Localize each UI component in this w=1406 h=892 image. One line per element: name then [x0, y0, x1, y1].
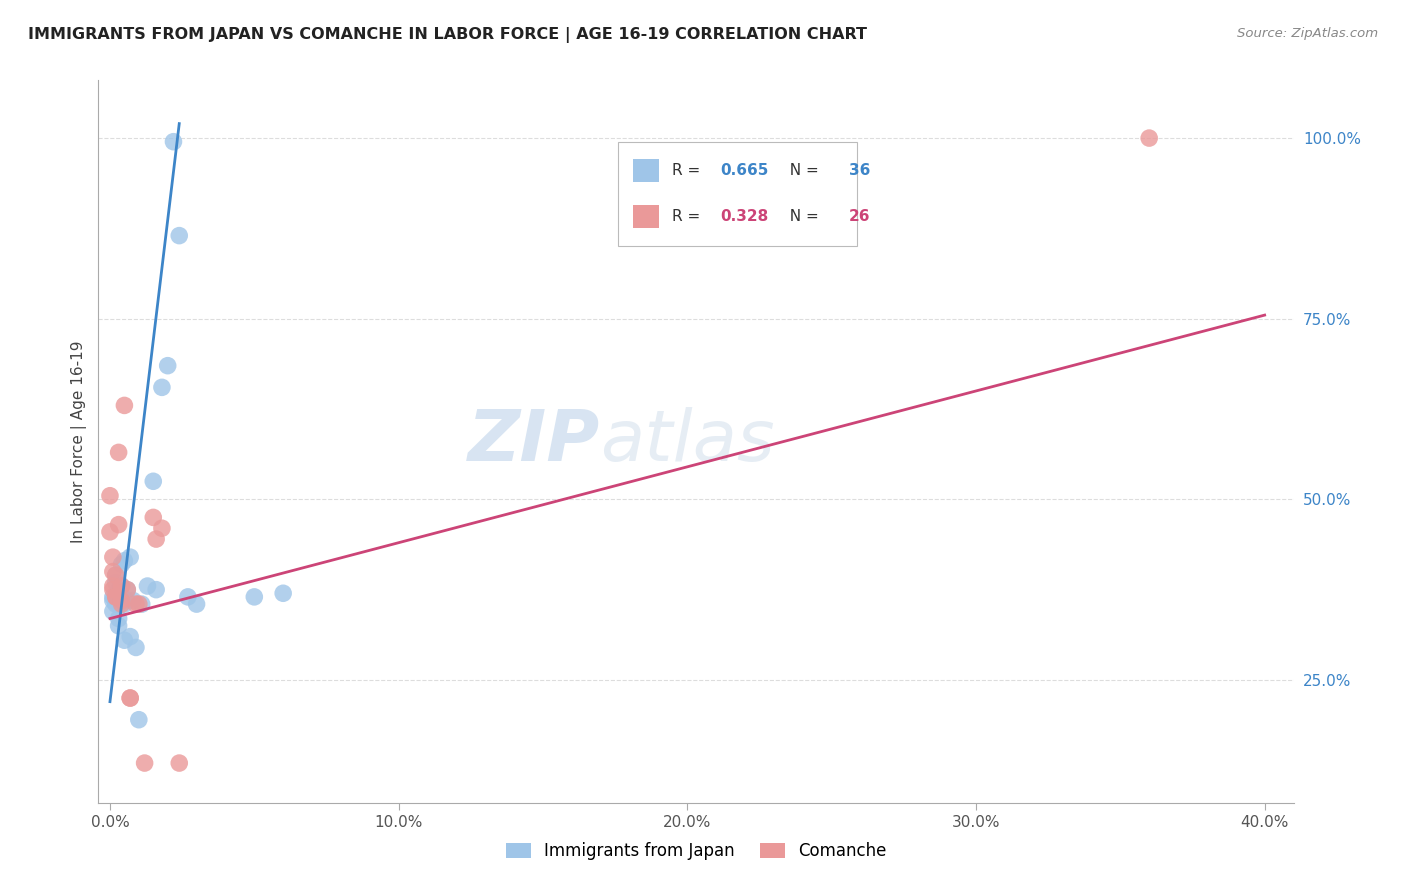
- Point: [162, 135, 184, 149]
- Point: [104, 575, 127, 590]
- Point: [107, 611, 129, 625]
- Point: [145, 582, 167, 597]
- Point: [117, 582, 139, 597]
- Point: [1137, 131, 1160, 145]
- Text: R =: R =: [672, 209, 706, 224]
- Point: [110, 579, 132, 593]
- Point: [120, 630, 142, 644]
- Point: [107, 582, 129, 597]
- Legend: Immigrants from Japan, Comanche: Immigrants from Japan, Comanche: [499, 836, 893, 867]
- Point: [107, 517, 129, 532]
- Text: 26: 26: [849, 209, 870, 224]
- Point: [101, 565, 124, 579]
- Point: [120, 691, 142, 706]
- FancyBboxPatch shape: [619, 142, 858, 246]
- Point: [117, 582, 139, 597]
- Point: [145, 532, 167, 546]
- Text: Source: ZipAtlas.com: Source: ZipAtlas.com: [1237, 27, 1378, 40]
- Point: [104, 597, 127, 611]
- Point: [107, 445, 129, 459]
- Text: IMMIGRANTS FROM JAPAN VS COMANCHE IN LABOR FORCE | AGE 16-19 CORRELATION CHART: IMMIGRANTS FROM JAPAN VS COMANCHE IN LAB…: [28, 27, 868, 43]
- Point: [101, 604, 124, 618]
- Point: [167, 228, 190, 243]
- Point: [107, 619, 129, 633]
- Point: [131, 597, 153, 611]
- Text: 0.665: 0.665: [720, 163, 768, 178]
- Point: [156, 359, 179, 373]
- Text: ZIP: ZIP: [468, 407, 600, 476]
- Point: [136, 579, 159, 593]
- Point: [167, 756, 190, 770]
- Point: [112, 398, 135, 412]
- Point: [243, 590, 266, 604]
- Point: [107, 597, 129, 611]
- Point: [110, 593, 132, 607]
- Point: [128, 597, 150, 611]
- Point: [101, 582, 124, 597]
- Point: [104, 590, 127, 604]
- Text: R =: R =: [672, 163, 706, 178]
- Point: [101, 579, 124, 593]
- Point: [177, 590, 200, 604]
- Point: [98, 489, 121, 503]
- Point: [125, 597, 148, 611]
- Point: [98, 524, 121, 539]
- Point: [110, 579, 132, 593]
- Point: [150, 380, 173, 394]
- Point: [142, 510, 165, 524]
- Point: [120, 550, 142, 565]
- Text: 0.328: 0.328: [720, 209, 768, 224]
- Point: [110, 590, 132, 604]
- Point: [271, 586, 294, 600]
- Point: [186, 597, 208, 611]
- Text: N =: N =: [779, 163, 824, 178]
- Point: [128, 713, 150, 727]
- Point: [110, 597, 132, 611]
- Point: [104, 568, 127, 582]
- Y-axis label: In Labor Force | Age 16-19: In Labor Force | Age 16-19: [72, 340, 87, 543]
- Point: [101, 593, 124, 607]
- Point: [122, 593, 145, 607]
- Point: [104, 568, 127, 582]
- Point: [117, 593, 139, 607]
- Point: [142, 475, 165, 489]
- Point: [120, 691, 142, 706]
- Point: [101, 550, 124, 565]
- Point: [125, 640, 148, 655]
- Point: [112, 597, 135, 611]
- Point: [112, 633, 135, 648]
- Text: 36: 36: [849, 163, 870, 178]
- Text: atlas: atlas: [600, 407, 775, 476]
- Point: [150, 521, 173, 535]
- FancyBboxPatch shape: [633, 205, 659, 227]
- Point: [104, 590, 127, 604]
- Point: [112, 554, 135, 568]
- Point: [134, 756, 156, 770]
- Point: [110, 593, 132, 607]
- Text: N =: N =: [779, 209, 824, 224]
- Point: [101, 590, 124, 604]
- Point: [110, 558, 132, 572]
- FancyBboxPatch shape: [633, 160, 659, 181]
